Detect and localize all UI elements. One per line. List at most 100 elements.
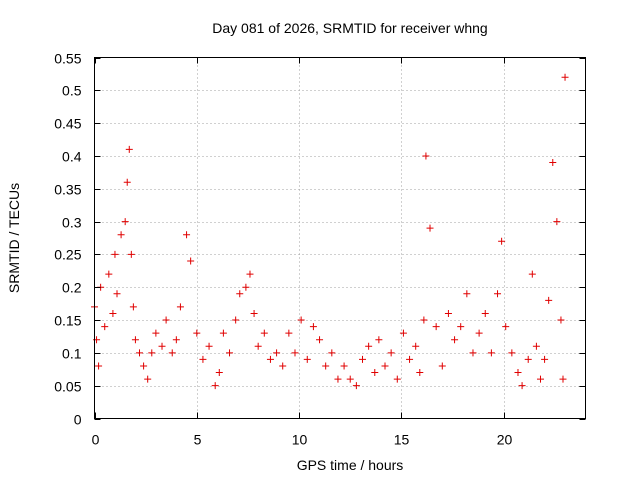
chart-title: Day 081 of 2026, SRMTID for receiver whn…: [212, 20, 487, 36]
data-point: [193, 329, 201, 337]
data-point: [226, 349, 234, 357]
data-point: [438, 362, 446, 370]
data-point: [121, 218, 129, 226]
plot-frame: [94, 57, 586, 419]
data-point: [219, 329, 227, 337]
data-point: [559, 375, 567, 383]
data-point: [113, 290, 121, 298]
data-point: [105, 270, 113, 278]
data-point: [127, 250, 135, 258]
grid-lines: [94, 57, 586, 419]
data-point: [236, 290, 244, 298]
data-point: [528, 270, 536, 278]
data-point: [254, 342, 262, 350]
y-tick-label: 0.2: [62, 280, 82, 296]
data-point: [199, 355, 207, 363]
data-point: [475, 329, 483, 337]
data-point: [129, 303, 137, 311]
data-point: [131, 336, 139, 344]
data-point: [487, 349, 495, 357]
data-point: [549, 159, 557, 167]
data-point: [260, 329, 268, 337]
data-points: [91, 73, 569, 390]
data-point: [111, 250, 119, 258]
data-point: [494, 290, 502, 298]
data-point: [297, 316, 305, 324]
x-tick-label: 10: [292, 432, 308, 448]
data-point: [211, 382, 219, 390]
data-point: [451, 336, 459, 344]
data-point: [205, 342, 213, 350]
data-point: [545, 296, 553, 304]
data-point: [266, 355, 274, 363]
data-point: [524, 355, 532, 363]
data-point: [162, 316, 170, 324]
data-point: [215, 369, 223, 377]
data-point: [303, 355, 311, 363]
data-point: [463, 290, 471, 298]
data-point: [125, 145, 133, 153]
data-point: [387, 349, 395, 357]
data-point: [518, 382, 526, 390]
x-axis-label: GPS time / hours: [297, 457, 404, 473]
data-point: [375, 336, 383, 344]
y-tick-label: 0.15: [54, 313, 81, 329]
data-point: [416, 369, 424, 377]
data-point: [246, 270, 254, 278]
data-point: [469, 349, 477, 357]
data-point: [508, 349, 516, 357]
data-point: [557, 316, 565, 324]
data-point: [399, 329, 407, 337]
data-point: [309, 323, 317, 331]
data-point: [242, 283, 250, 291]
axis-ticks: [94, 57, 586, 420]
data-point: [250, 309, 258, 317]
y-tick-label: 0.55: [54, 51, 81, 67]
data-point: [176, 303, 184, 311]
y-tick-label: 0.5: [62, 83, 82, 99]
y-tick-label: 0.4: [62, 149, 82, 165]
data-point: [352, 382, 360, 390]
data-point: [359, 355, 367, 363]
data-point: [426, 224, 434, 232]
y-tick-label: 0: [74, 412, 82, 428]
y-tick-label: 0.35: [54, 182, 81, 198]
data-point: [340, 362, 348, 370]
data-point: [532, 342, 540, 350]
y-axis-label: SRMTID / TECUs: [6, 183, 22, 293]
y-tick-label: 0.45: [54, 116, 81, 132]
x-tick-label: 5: [194, 432, 202, 448]
data-point: [457, 323, 465, 331]
data-point: [346, 375, 354, 383]
data-point: [381, 362, 389, 370]
data-point: [187, 257, 195, 265]
data-point: [328, 349, 336, 357]
data-point: [541, 355, 549, 363]
data-point: [412, 342, 420, 350]
data-point: [279, 362, 287, 370]
data-point: [481, 309, 489, 317]
x-tick-label: 0: [92, 432, 100, 448]
data-point: [144, 375, 152, 383]
y-tick-label: 0.3: [62, 215, 82, 231]
data-point: [514, 369, 522, 377]
data-point: [101, 323, 109, 331]
data-point: [136, 349, 144, 357]
data-point: [140, 362, 148, 370]
data-point: [232, 316, 240, 324]
data-point: [371, 369, 379, 377]
data-point: [561, 73, 569, 81]
data-point: [172, 336, 180, 344]
data-point: [168, 349, 176, 357]
data-point: [444, 309, 452, 317]
data-point: [432, 323, 440, 331]
data-point: [322, 362, 330, 370]
data-point: [553, 218, 561, 226]
y-tick-label: 0.25: [54, 247, 81, 263]
y-tick-label: 0.1: [62, 346, 82, 362]
data-point: [291, 349, 299, 357]
y-tick-label: 0.05: [54, 379, 81, 395]
data-point: [420, 316, 428, 324]
